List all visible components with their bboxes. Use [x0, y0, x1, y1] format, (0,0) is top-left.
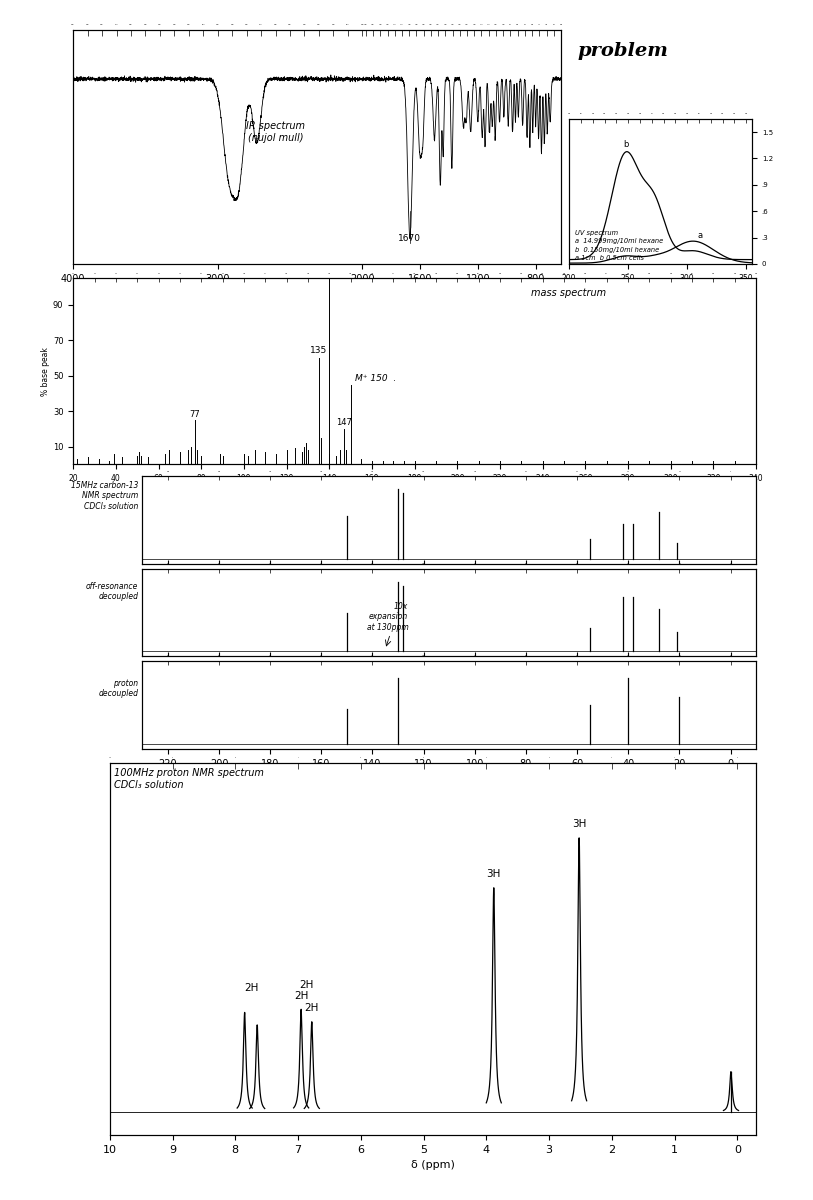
Text: 135: 135: [310, 346, 327, 355]
Text: M⁺ 150  .: M⁺ 150 .: [354, 374, 396, 383]
Text: 77: 77: [189, 409, 200, 419]
X-axis label: m/e: m/e: [404, 488, 425, 499]
Text: b: b: [624, 140, 628, 149]
Text: IR spectrum
(nujol mull): IR spectrum (nujol mull): [246, 121, 305, 143]
Text: 3H: 3H: [572, 820, 586, 829]
X-axis label: δ (ppm): δ (ppm): [428, 774, 470, 784]
Text: 3H: 3H: [487, 869, 501, 880]
Text: 1670: 1670: [398, 234, 421, 242]
Text: 100MHz proton NMR spectrum
CDCl₃ solution: 100MHz proton NMR spectrum CDCl₃ solutio…: [114, 768, 263, 790]
Text: 2H: 2H: [294, 991, 308, 1001]
X-axis label: δ (ppm): δ (ppm): [411, 1160, 454, 1170]
Text: 15MHz carbon-13
NMR spectrum
CDCl₃ solution: 15MHz carbon-13 NMR spectrum CDCl₃ solut…: [71, 481, 138, 510]
Text: 147: 147: [337, 419, 352, 427]
X-axis label: V (cm⁻¹): V (cm⁻¹): [295, 289, 339, 299]
Text: 2H: 2H: [244, 983, 259, 994]
Text: UV spectrum
a  14.999mg/10ml hexane
b  0.150mg/10ml hexane
a 1cm  b 0.5cm cells: UV spectrum a 14.999mg/10ml hexane b 0.1…: [575, 229, 663, 262]
Text: a: a: [698, 230, 703, 240]
Y-axis label: % base peak: % base peak: [41, 347, 50, 396]
Text: 2H: 2H: [305, 1003, 319, 1013]
Text: 2H: 2H: [299, 980, 313, 990]
X-axis label: λ (nm): λ (nm): [646, 288, 676, 298]
Text: proton
decoupled: proton decoupled: [98, 679, 138, 698]
Text: mass spectrum: mass spectrum: [531, 288, 606, 298]
Text: problem: problem: [577, 42, 668, 60]
Text: 10x
expansion
at 130ppm: 10x expansion at 130ppm: [367, 602, 408, 632]
Text: off-resonance
decoupled: off-resonance decoupled: [86, 582, 138, 601]
